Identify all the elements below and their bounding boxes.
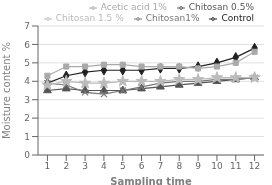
svg-text:Sampling time: Sampling time [110,176,192,185]
svg-text:3: 3 [24,95,30,105]
svg-text:1: 1 [24,132,30,142]
svg-text:6: 6 [139,161,145,171]
svg-text:5: 5 [24,58,30,68]
svg-text:4: 4 [101,161,107,171]
svg-text:11: 11 [230,161,241,171]
svg-text:3: 3 [82,161,88,171]
svg-text:1: 1 [45,161,51,171]
svg-text:5: 5 [120,161,126,171]
svg-text:7: 7 [24,21,30,31]
svg-text:2: 2 [24,113,30,123]
svg-text:2: 2 [63,161,69,171]
html-text:Chitosan 0.5%: Chitosan 0.5% [188,2,254,12]
svg-text:10: 10 [211,161,223,171]
svg-text:7: 7 [158,161,164,171]
html-text:Control: Control [221,13,254,23]
svg-text:9: 9 [195,161,201,171]
svg-text:8: 8 [176,161,182,171]
html-text:Acetic acid 1%: Acetic acid 1% [100,2,167,12]
svg-text:12: 12 [249,161,260,171]
svg-text:6: 6 [24,40,30,50]
html-text:Chitosan 1.5 %: Chitosan 1.5 % [55,13,124,23]
svg-text:Moisture content %: Moisture content % [8,42,12,139]
svg-text:0: 0 [24,150,30,160]
svg-text:4: 4 [24,76,30,86]
html-text:Chitosan1%: Chitosan1% [145,13,200,23]
